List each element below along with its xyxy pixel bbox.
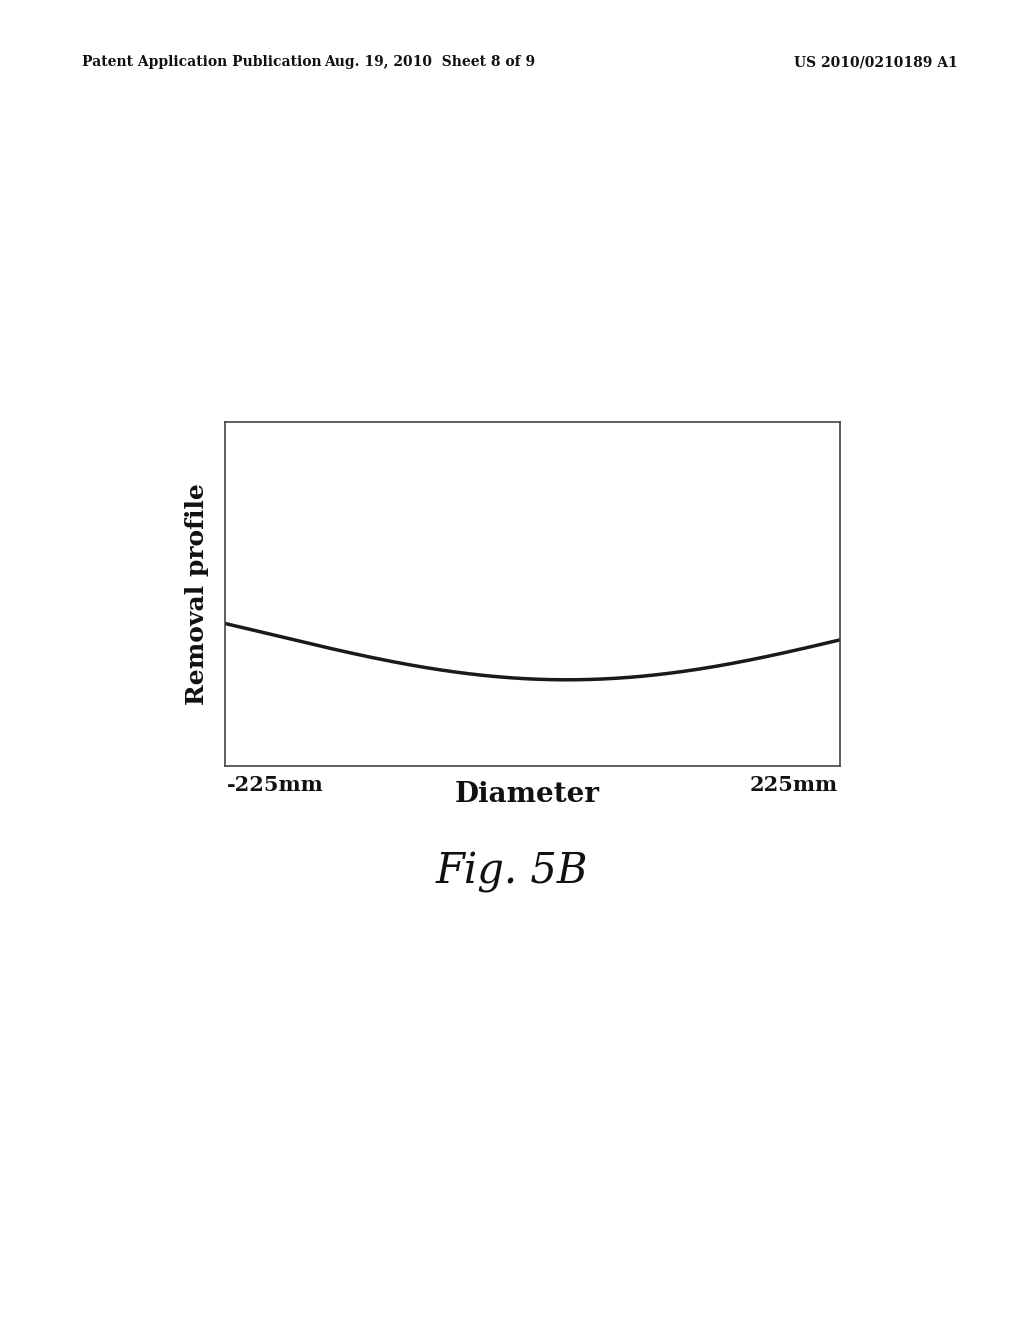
Text: Patent Application Publication: Patent Application Publication	[82, 55, 322, 70]
Y-axis label: Removal profile: Removal profile	[184, 483, 209, 705]
Text: US 2010/0210189 A1: US 2010/0210189 A1	[794, 55, 957, 70]
Text: 225mm: 225mm	[750, 775, 838, 795]
Text: Diameter: Diameter	[455, 781, 600, 808]
Text: Aug. 19, 2010  Sheet 8 of 9: Aug. 19, 2010 Sheet 8 of 9	[325, 55, 536, 70]
Text: Fig. 5B: Fig. 5B	[436, 851, 588, 894]
Text: -225mm: -225mm	[227, 775, 324, 795]
